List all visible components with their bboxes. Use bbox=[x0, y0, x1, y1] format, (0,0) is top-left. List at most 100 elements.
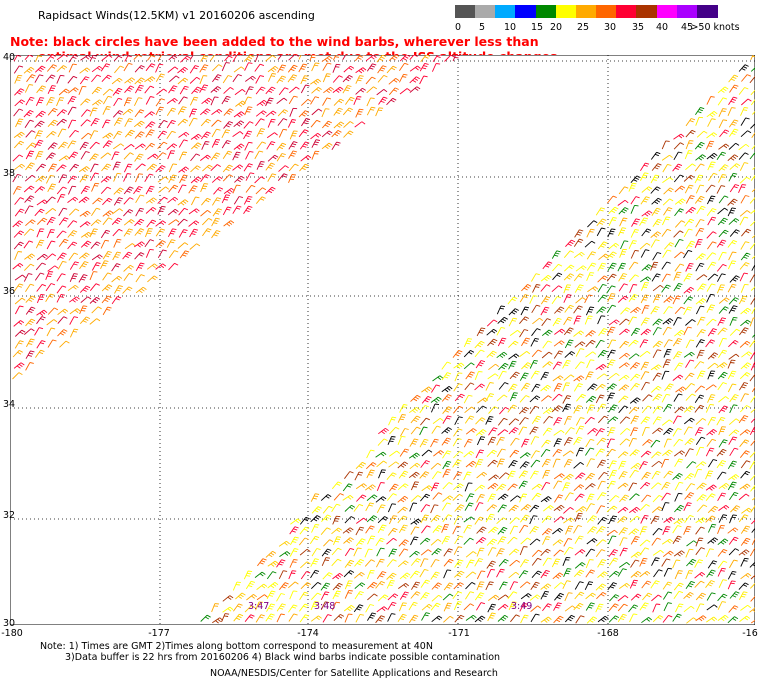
wind-barb bbox=[453, 471, 463, 480]
wind-barb bbox=[562, 556, 571, 566]
wind-barb bbox=[499, 406, 510, 415]
wind-barb bbox=[377, 524, 387, 534]
wind-barb bbox=[155, 240, 166, 248]
wind-barb bbox=[410, 558, 421, 566]
wind-barb bbox=[628, 528, 640, 536]
wind-barb bbox=[56, 230, 67, 239]
wind-barb bbox=[519, 602, 529, 612]
wind-barb bbox=[662, 177, 674, 183]
wind-barb bbox=[705, 384, 717, 391]
wind-barb bbox=[211, 176, 223, 183]
wind-barb bbox=[56, 164, 67, 172]
wind-barb bbox=[321, 142, 333, 150]
wind-barb bbox=[475, 449, 484, 459]
wind-barb bbox=[661, 419, 673, 426]
wind-barb bbox=[683, 405, 695, 413]
wind-barb bbox=[432, 417, 444, 424]
wind-barb bbox=[727, 260, 737, 270]
wind-barb bbox=[420, 460, 430, 468]
wind-barb bbox=[553, 504, 565, 512]
wind-barb bbox=[718, 349, 728, 359]
wind-barb bbox=[652, 318, 663, 326]
wind-barb bbox=[24, 195, 35, 203]
wind-barb bbox=[431, 471, 442, 480]
wind-barb bbox=[663, 427, 674, 436]
wind-barb bbox=[694, 580, 705, 588]
wind-barb bbox=[573, 525, 583, 534]
wind-barb bbox=[705, 447, 715, 457]
wind-barb bbox=[606, 529, 618, 536]
wind-barb bbox=[276, 603, 286, 612]
wind-barb bbox=[530, 459, 541, 468]
wind-barb bbox=[685, 339, 695, 349]
wind-barb bbox=[487, 436, 497, 446]
wind-barb bbox=[508, 427, 519, 435]
wind-barb bbox=[45, 74, 56, 83]
wind-barb bbox=[168, 250, 179, 259]
wind-barb bbox=[376, 547, 385, 557]
wind-barb bbox=[366, 97, 375, 107]
wind-barb bbox=[124, 77, 136, 84]
wind-barb bbox=[56, 285, 67, 294]
wind-barb bbox=[123, 186, 134, 195]
wind-barb bbox=[729, 163, 741, 170]
wind-barb bbox=[620, 307, 631, 315]
wind-barb bbox=[69, 308, 81, 315]
wind-barb bbox=[441, 535, 451, 545]
wind-barb bbox=[573, 238, 584, 247]
wind-barb bbox=[333, 98, 345, 106]
wind-barb bbox=[553, 383, 563, 392]
wind-barb bbox=[167, 150, 176, 160]
wind-barb bbox=[531, 549, 543, 558]
wind-barb bbox=[311, 62, 320, 72]
wind-barb bbox=[68, 151, 79, 160]
wind-barb bbox=[586, 404, 595, 414]
wind-barb bbox=[68, 63, 77, 73]
wind-barb bbox=[476, 547, 485, 557]
wind-barb bbox=[475, 360, 486, 369]
wind-barb bbox=[497, 594, 509, 601]
wind-barb bbox=[683, 228, 693, 238]
wind-barb bbox=[320, 582, 331, 591]
wind-barb bbox=[487, 612, 496, 622]
wind-barb bbox=[102, 217, 113, 226]
wind-barb bbox=[442, 468, 451, 478]
wind-barb bbox=[102, 250, 112, 260]
wind-barb bbox=[497, 604, 509, 611]
wind-barb bbox=[222, 150, 233, 159]
wind-barb bbox=[34, 55, 43, 62]
wind-barb bbox=[190, 142, 202, 150]
wind-barb bbox=[749, 242, 755, 250]
wind-barb bbox=[563, 294, 572, 303]
wind-barb bbox=[67, 284, 79, 292]
wind-barb bbox=[694, 572, 706, 579]
wind-barb bbox=[507, 470, 516, 480]
wind-barb bbox=[420, 549, 432, 556]
wind-barb bbox=[520, 504, 532, 511]
scale-label: 0 bbox=[454, 22, 462, 33]
wind-barb bbox=[254, 176, 265, 184]
wind-barb bbox=[508, 504, 519, 512]
wind-barb bbox=[519, 395, 530, 403]
wind-barb bbox=[255, 86, 266, 95]
wind-barb bbox=[453, 582, 464, 590]
wind-barb bbox=[92, 197, 103, 205]
wind-barb bbox=[365, 55, 377, 62]
wind-barb bbox=[507, 404, 518, 413]
wind-barb bbox=[46, 131, 57, 139]
scale-label: 40 bbox=[655, 22, 669, 33]
wind-barb bbox=[277, 109, 289, 117]
wind-barb bbox=[420, 592, 430, 601]
wind-barb bbox=[727, 527, 739, 534]
wind-barb bbox=[80, 98, 91, 106]
wind-barb bbox=[619, 328, 630, 336]
wind-barb bbox=[365, 76, 376, 85]
wind-barb bbox=[443, 582, 454, 591]
wind-barb bbox=[520, 514, 530, 523]
wind-barb bbox=[706, 569, 716, 578]
wind-barb bbox=[100, 239, 109, 249]
wind-barb bbox=[355, 461, 367, 470]
wind-barb bbox=[586, 493, 595, 503]
wind-barb bbox=[463, 603, 475, 611]
wind-barb bbox=[740, 557, 749, 567]
